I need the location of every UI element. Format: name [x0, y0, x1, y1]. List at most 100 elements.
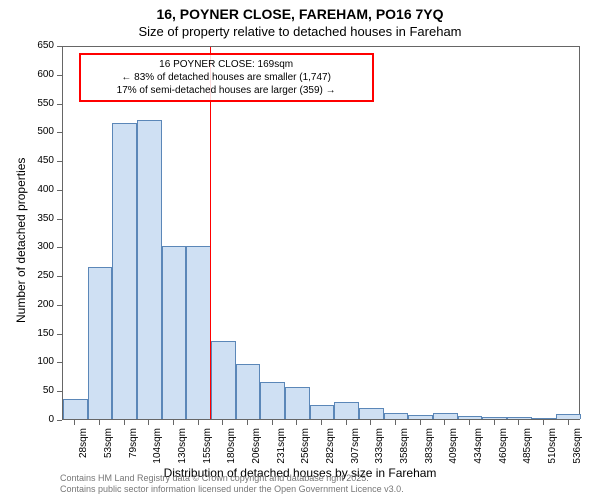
- xtick-mark: [124, 420, 125, 425]
- xtick-mark: [518, 420, 519, 425]
- ytick-label: 550: [37, 98, 54, 109]
- ytick-mark: [57, 305, 62, 306]
- ytick-mark: [57, 219, 62, 220]
- xtick-label: 358sqm: [399, 428, 410, 478]
- xtick-mark: [420, 420, 421, 425]
- xtick-label: 434sqm: [473, 428, 484, 478]
- histogram-bar: [88, 267, 113, 419]
- callout-line: 17% of semi-detached houses are larger (…: [87, 84, 366, 97]
- ytick-label: 400: [37, 184, 54, 195]
- xtick-label: 206sqm: [251, 428, 262, 478]
- histogram-bar: [532, 418, 557, 419]
- xtick-mark: [296, 420, 297, 425]
- ytick-label: 0: [48, 414, 54, 425]
- xtick-label: 79sqm: [128, 428, 139, 478]
- ytick-mark: [57, 247, 62, 248]
- histogram-bar: [112, 123, 137, 419]
- callout-line: ← 83% of detached houses are smaller (1,…: [87, 71, 366, 84]
- histogram-bar: [63, 399, 88, 419]
- ytick-label: 600: [37, 69, 54, 80]
- ytick-label: 150: [37, 328, 54, 339]
- histogram-bar: [285, 387, 310, 419]
- xtick-label: 180sqm: [226, 428, 237, 478]
- chart-plot-area: 16 POYNER CLOSE: 169sqm← 83% of detached…: [62, 46, 580, 420]
- xtick-label: 282sqm: [325, 428, 336, 478]
- xtick-label: 510sqm: [547, 428, 558, 478]
- ytick-mark: [57, 132, 62, 133]
- ytick-mark: [57, 391, 62, 392]
- ytick-mark: [57, 276, 62, 277]
- xtick-label: 130sqm: [177, 428, 188, 478]
- ytick-label: 50: [43, 385, 54, 396]
- histogram-bar: [334, 402, 359, 419]
- xtick-label: 333sqm: [374, 428, 385, 478]
- page-title: 16, POYNER CLOSE, FAREHAM, PO16 7YQ: [0, 0, 600, 22]
- ytick-mark: [57, 161, 62, 162]
- histogram-bar: [359, 408, 384, 420]
- ytick-label: 650: [37, 40, 54, 51]
- xtick-mark: [395, 420, 396, 425]
- xtick-label: 460sqm: [498, 428, 509, 478]
- callout-line: 16 POYNER CLOSE: 169sqm: [87, 58, 366, 71]
- xtick-label: 28sqm: [78, 428, 89, 478]
- xtick-mark: [74, 420, 75, 425]
- histogram-bar: [236, 364, 261, 419]
- xtick-label: 256sqm: [300, 428, 311, 478]
- histogram-bar: [162, 246, 187, 419]
- xtick-mark: [321, 420, 322, 425]
- ytick-mark: [57, 362, 62, 363]
- xtick-label: 383sqm: [424, 428, 435, 478]
- ytick-label: 250: [37, 270, 54, 281]
- xtick-mark: [99, 420, 100, 425]
- histogram-bar: [507, 417, 532, 419]
- ytick-label: 500: [37, 126, 54, 137]
- chart-container: { "title": "16, POYNER CLOSE, FAREHAM, P…: [0, 0, 600, 500]
- xtick-mark: [444, 420, 445, 425]
- histogram-bar: [482, 417, 507, 419]
- ytick-label: 350: [37, 213, 54, 224]
- xtick-mark: [272, 420, 273, 425]
- histogram-bar: [260, 382, 285, 419]
- xtick-label: 155sqm: [202, 428, 213, 478]
- xtick-label: 307sqm: [350, 428, 361, 478]
- ytick-label: 200: [37, 299, 54, 310]
- xtick-label: 409sqm: [448, 428, 459, 478]
- y-axis-label: Number of detached properties: [14, 158, 28, 323]
- xtick-mark: [173, 420, 174, 425]
- page-subtitle: Size of property relative to detached ho…: [0, 22, 600, 43]
- histogram-bar: [186, 246, 211, 419]
- xtick-mark: [543, 420, 544, 425]
- xtick-mark: [247, 420, 248, 425]
- ytick-mark: [57, 104, 62, 105]
- ytick-mark: [57, 46, 62, 47]
- ytick-label: 100: [37, 356, 54, 367]
- reference-line: [210, 47, 211, 419]
- ytick-mark: [57, 420, 62, 421]
- ytick-mark: [57, 190, 62, 191]
- xtick-mark: [198, 420, 199, 425]
- histogram-bar: [211, 341, 236, 419]
- ytick-label: 300: [37, 241, 54, 252]
- histogram-bar: [137, 120, 162, 419]
- histogram-bar: [310, 405, 335, 419]
- xtick-label: 485sqm: [522, 428, 533, 478]
- histogram-bar: [408, 415, 433, 419]
- xtick-mark: [222, 420, 223, 425]
- histogram-bar: [556, 414, 581, 419]
- xtick-label: 53sqm: [103, 428, 114, 478]
- xtick-label: 231sqm: [276, 428, 287, 478]
- histogram-bar: [458, 416, 483, 419]
- histogram-bar: [433, 413, 458, 419]
- callout-box: 16 POYNER CLOSE: 169sqm← 83% of detached…: [79, 53, 374, 102]
- ytick-label: 450: [37, 155, 54, 166]
- xtick-mark: [469, 420, 470, 425]
- xtick-mark: [370, 420, 371, 425]
- ytick-mark: [57, 334, 62, 335]
- xtick-label: 104sqm: [152, 428, 163, 478]
- xtick-mark: [494, 420, 495, 425]
- footer-line-2: Contains public sector information licen…: [60, 484, 404, 496]
- xtick-mark: [568, 420, 569, 425]
- xtick-mark: [148, 420, 149, 425]
- ytick-mark: [57, 75, 62, 76]
- xtick-label: 536sqm: [572, 428, 583, 478]
